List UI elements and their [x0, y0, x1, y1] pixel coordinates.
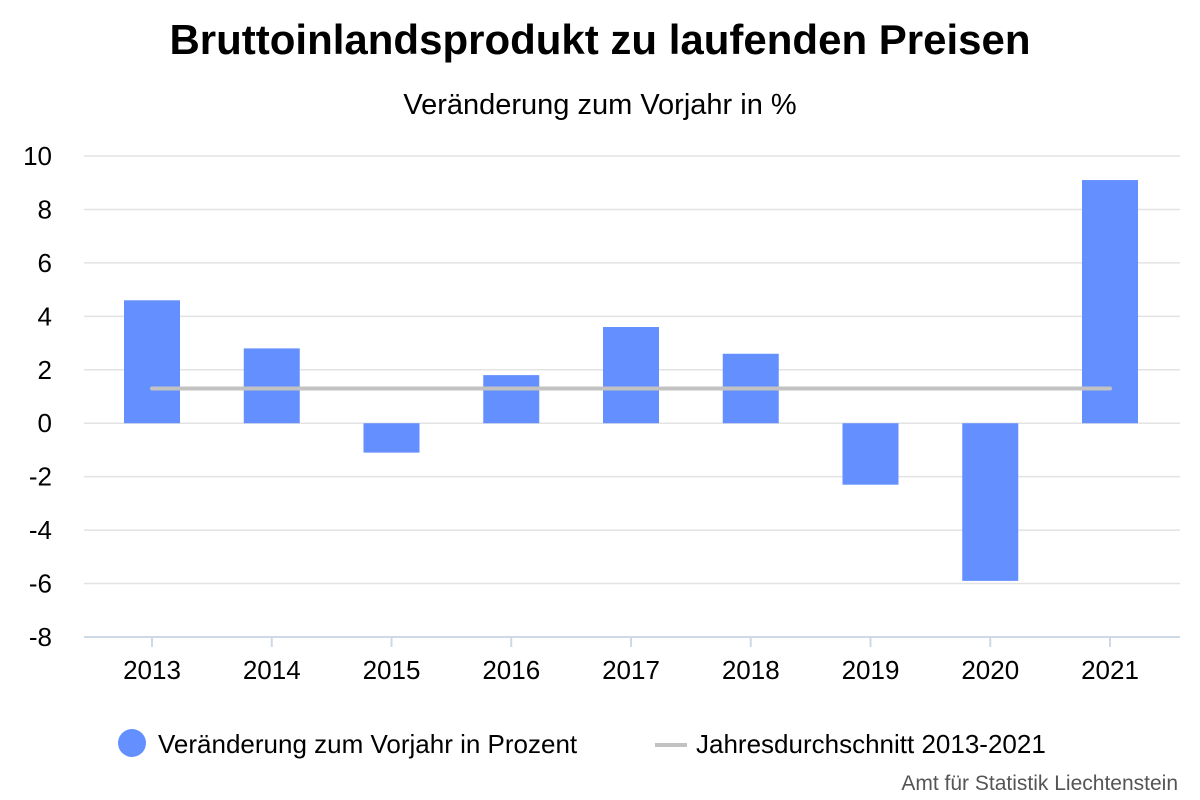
x-tick-label: 2016	[482, 655, 540, 685]
y-tick-label: 2	[38, 355, 52, 385]
y-tick-label: -8	[29, 622, 52, 652]
y-axis-labels: 10 8 6 4 2 0 -2 -4 -6 -8	[23, 141, 52, 652]
y-tick-label: 4	[38, 301, 52, 331]
legend-line-label: Jahresdurchschnitt 2013-2021	[696, 729, 1046, 759]
y-tick-label: 10	[23, 141, 52, 171]
legend-bar-label: Veränderung zum Vorjahr in Prozent	[158, 729, 578, 759]
x-tick-label: 2020	[961, 655, 1019, 685]
y-tick-label: 8	[38, 194, 52, 224]
x-tick-label: 2015	[363, 655, 421, 685]
legend-bar-marker	[118, 729, 146, 757]
x-tick-label: 2017	[602, 655, 660, 685]
chart-title: Bruttoinlandsprodukt zu laufenden Preise…	[169, 16, 1030, 63]
bar-2016	[483, 375, 540, 424]
x-tick-label: 2013	[123, 655, 181, 685]
x-axis: 2013 2014 2015 2016 2017 2018 2019 2020 2021	[84, 636, 1180, 685]
y-tick-label: 0	[38, 408, 52, 438]
bar-2014	[243, 348, 300, 424]
y-tick-label: -4	[29, 515, 52, 545]
bar-2017	[603, 327, 659, 424]
x-tick-label: 2021	[1081, 655, 1139, 685]
bar-2021	[1082, 180, 1138, 424]
bar-2020	[962, 423, 1019, 581]
y-tick-label: -6	[29, 569, 52, 599]
bar-2013	[124, 300, 180, 424]
bar-series	[124, 180, 1138, 581]
legend: Veränderung zum Vorjahr in Prozent Jahre…	[118, 729, 1046, 759]
bar-2019	[842, 423, 899, 485]
x-tick-label: 2018	[722, 655, 780, 685]
chart-subtitle: Veränderung zum Vorjahr in %	[403, 89, 796, 121]
y-tick-label: -2	[29, 462, 52, 492]
source-credit: Amt für Statistik Liechtenstein	[901, 772, 1178, 795]
x-tick-label: 2014	[243, 655, 301, 685]
bar-2015	[363, 423, 420, 453]
x-tick-label: 2019	[842, 655, 900, 685]
y-tick-label: 6	[38, 248, 52, 278]
